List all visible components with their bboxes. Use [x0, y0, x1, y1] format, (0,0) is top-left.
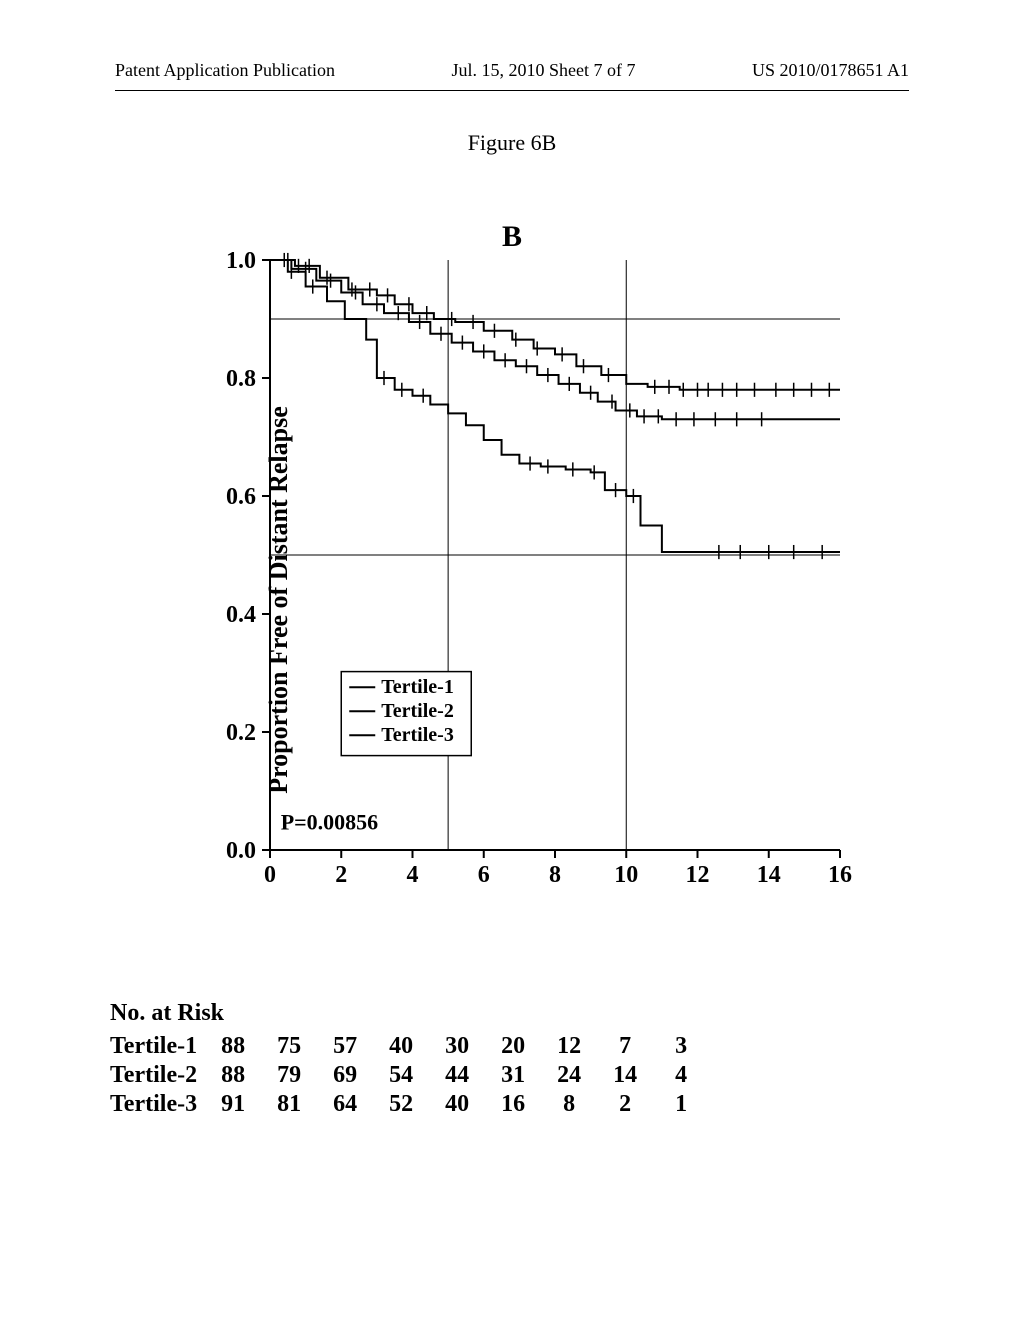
svg-text:0.6: 0.6 — [226, 484, 256, 510]
risk-value: 2 — [603, 1091, 659, 1120]
svg-text:6: 6 — [478, 862, 490, 888]
risk-value: 31 — [491, 1062, 547, 1091]
svg-text:16: 16 — [828, 862, 852, 888]
risk-value: 14 — [603, 1062, 659, 1091]
risk-value: 24 — [547, 1062, 603, 1091]
chart-svg: 0 2 4 6 8 10 12 14 16 0.0 0.2 0.4 0.6 0.8 1.0 Tertile-1… — [200, 250, 860, 910]
header-center: Jul. 15, 2010 Sheet 7 of 7 — [451, 60, 635, 81]
svg-text:4: 4 — [407, 862, 419, 888]
risk-value: 57 — [323, 1033, 379, 1062]
risk-value: 79 — [267, 1062, 323, 1091]
svg-text:2: 2 — [335, 862, 347, 888]
table-row: Tertile-3918164524016821 — [110, 1091, 715, 1120]
risk-value: 3 — [659, 1033, 715, 1062]
svg-text:8: 8 — [549, 862, 561, 888]
risk-value: 88 — [211, 1033, 267, 1062]
risk-value: 75 — [267, 1033, 323, 1062]
svg-text:12: 12 — [686, 862, 710, 888]
risk-table-body: Tertile-18875574030201273Tertile-2887969… — [110, 1033, 715, 1120]
risk-value: 8 — [547, 1091, 603, 1120]
risk-value: 20 — [491, 1033, 547, 1062]
svg-text:Tertile-1: Tertile-1 — [381, 676, 454, 698]
survival-plot: Proportion Free of Distant Relapse 02468… — [140, 250, 890, 950]
svg-text:0.4: 0.4 — [226, 602, 256, 628]
risk-value: 44 — [435, 1062, 491, 1091]
page-header: Patent Application Publication Jul. 15, … — [0, 60, 1024, 81]
risk-value: 4 — [659, 1062, 715, 1091]
risk-value: 64 — [323, 1091, 379, 1120]
risk-table-title: No. at Risk — [110, 1000, 715, 1027]
risk-value: 40 — [379, 1033, 435, 1062]
risk-value: 7 — [603, 1033, 659, 1062]
svg-text:14: 14 — [757, 862, 781, 888]
risk-value: 30 — [435, 1033, 491, 1062]
risk-value: 54 — [379, 1062, 435, 1091]
svg-text:10: 10 — [614, 862, 638, 888]
risk-value: 69 — [323, 1062, 379, 1091]
risk-value: 52 — [379, 1091, 435, 1120]
svg-text:0.8: 0.8 — [226, 366, 256, 392]
row-label: Tertile-2 — [110, 1062, 211, 1091]
svg-text:Tertile-2: Tertile-2 — [381, 700, 454, 722]
risk-table: No. at Risk Tertile-18875574030201273Ter… — [110, 1000, 715, 1120]
risk-value: 12 — [547, 1033, 603, 1062]
svg-text:0.2: 0.2 — [226, 720, 256, 746]
figure-title: Figure 6B — [0, 130, 1024, 156]
svg-text:1.0: 1.0 — [226, 250, 256, 274]
risk-value: 1 — [659, 1091, 715, 1120]
row-label: Tertile-3 — [110, 1091, 211, 1120]
table-row: Tertile-18875574030201273 — [110, 1033, 715, 1062]
svg-text:0.0: 0.0 — [226, 838, 256, 864]
risk-value: 40 — [435, 1091, 491, 1120]
svg-text:P=0.00856: P=0.00856 — [281, 809, 378, 834]
risk-value: 88 — [211, 1062, 267, 1091]
risk-value: 91 — [211, 1091, 267, 1120]
header-right: US 2010/0178651 A1 — [752, 60, 909, 81]
risk-value: 16 — [491, 1091, 547, 1120]
table-row: Tertile-288796954443124144 — [110, 1062, 715, 1091]
svg-text:0: 0 — [264, 862, 276, 888]
header-rule — [115, 90, 909, 91]
panel-letter: B — [0, 220, 1024, 254]
risk-value: 81 — [267, 1091, 323, 1120]
svg-text:Tertile-3: Tertile-3 — [381, 724, 454, 746]
row-label: Tertile-1 — [110, 1033, 211, 1062]
header-left: Patent Application Publication — [115, 60, 335, 81]
